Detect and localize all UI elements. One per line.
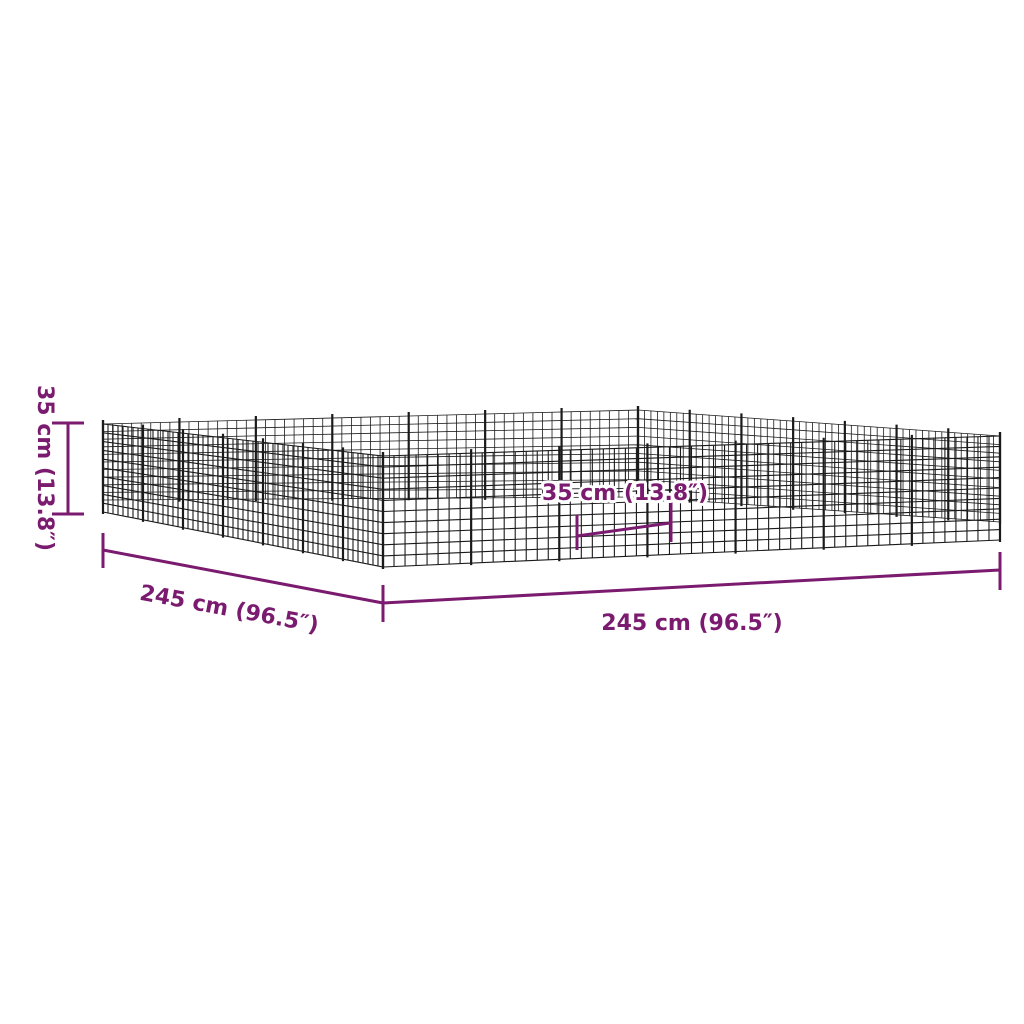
front-left-wall-wire: [102, 458, 384, 501]
back-right-wall-wire: [637, 487, 1001, 514]
back-right-wall-wire: [637, 409, 1001, 437]
front-right-wall-wire: [382, 518, 1001, 546]
height-label: 35 cm (13.8″): [32, 385, 57, 551]
back-right-wall-wire: [637, 418, 1001, 445]
front-left-wall-wire: [102, 485, 384, 535]
back-right-wall-wire: [637, 470, 1001, 497]
front-right-wall-wire: [382, 456, 1001, 479]
wire-playpen: [101, 406, 1002, 569]
panel-dimension-line: [576, 521, 671, 538]
front-left-wall-wire: [102, 441, 384, 479]
front-left-wall-wire: [102, 432, 384, 468]
back-left-wall-wire: [102, 479, 639, 486]
front-right-wall-wire: [382, 445, 1001, 468]
width-dimension-line: [382, 568, 1001, 605]
front-left-wall-wire: [102, 476, 384, 524]
front-left-wall-wire: [102, 467, 384, 513]
front-left-wall-wire: [102, 449, 384, 490]
front-right-wall-wire: [382, 477, 1001, 501]
front-left-wall-wire: [102, 423, 384, 457]
width-label: 245 cm (96.5″): [601, 611, 782, 636]
front-right-wall-wire: [382, 497, 1001, 524]
front-right-wall-wire: [382, 529, 1001, 557]
dimension-lines: [52, 421, 1002, 622]
back-left-wall-wire: [102, 435, 639, 448]
front-right-wall-wire: [382, 508, 1001, 535]
back-left-wall-wire: [102, 453, 639, 463]
back-right-wall-wire: [637, 444, 1001, 471]
depth-dimension-line: [102, 548, 384, 605]
depth-label: 245 cm (96.5″): [138, 581, 321, 639]
back-left-wall-wire: [102, 418, 639, 432]
back-right-wall-wire: [637, 461, 1001, 488]
front-left-wall-wire: [102, 502, 384, 557]
back-left-wall-wire: [102, 409, 639, 425]
back-right-wall-wire: [637, 496, 1001, 523]
back-right-wall-wire: [637, 453, 1001, 480]
back-left-wall-wire: [102, 427, 639, 440]
front-left-wall-wire: [102, 511, 384, 568]
front-right-wall-wire: [382, 435, 1001, 457]
front-right-wall-wire: [382, 466, 1001, 490]
front-left-wall-wire: [102, 493, 384, 546]
front-right-wall-wire: [382, 539, 1001, 568]
front-right-wall-wire: [382, 487, 1001, 513]
back-right-wall-wire: [637, 435, 1001, 463]
panel-width-label: 35 cm (13.8″): [542, 481, 708, 506]
